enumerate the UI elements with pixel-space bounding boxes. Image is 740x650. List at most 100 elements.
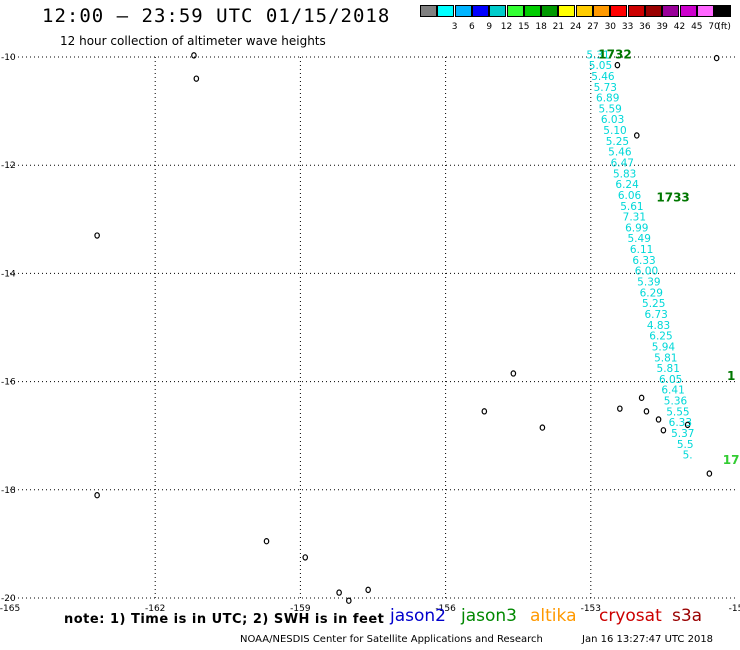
swh-value-label: 6.41	[661, 385, 684, 397]
legend-swatch	[558, 5, 576, 17]
x-tick-label: -156	[435, 604, 456, 614]
swh-value-label: 5.25	[642, 298, 665, 310]
swh-value-label: 6.89	[596, 93, 619, 105]
legend-label: 18	[535, 22, 547, 32]
swh-value-label: 5.49	[628, 233, 651, 245]
legend-label: 12	[500, 22, 513, 32]
swh-value-label: 5.73	[594, 82, 617, 94]
island-outline	[263, 537, 270, 545]
legend-label: 15	[518, 22, 530, 32]
legend-swatch	[575, 5, 593, 17]
legend-unit: (ft)	[717, 22, 731, 32]
island-outline	[706, 470, 713, 477]
generated-timestamp: Jan 16 13:27:47 UTC 2018	[582, 634, 714, 645]
legend-swatch	[610, 5, 628, 17]
satellite-name-jason3: jason3	[461, 606, 517, 626]
swh-value-label: 6.33	[669, 417, 692, 429]
legend-swatch	[420, 5, 437, 17]
swh-value-label: 5.94	[652, 341, 676, 353]
legend-swatch	[454, 5, 472, 17]
legend-label: 42	[673, 22, 686, 32]
y-tick-label: -16	[1, 378, 16, 388]
legend-label: 33	[621, 22, 634, 32]
color-scale-legend: 3 6 9 12 15 18 21 24 27 30 33 36 39 42 45 70 (ft)	[420, 3, 736, 37]
swh-value-label: 4.83	[647, 320, 670, 332]
legend-swatch	[471, 5, 489, 17]
satellite-name-cryosat: cryosat	[599, 606, 662, 626]
swh-value-label: 5.55	[666, 406, 689, 418]
swh-value-label: 6.33	[632, 255, 655, 267]
swh-value-label: 5.81	[654, 352, 677, 364]
island-outline	[510, 370, 517, 377]
island-outline	[638, 394, 645, 402]
y-tick-label: -14	[1, 269, 16, 279]
swh-value-label: 5.46	[608, 147, 632, 159]
island-outline	[614, 61, 621, 69]
pass-time-label: 17	[723, 453, 740, 467]
legend-label: 6	[469, 22, 475, 32]
y-tick-label: -18	[1, 486, 16, 496]
island-outline	[94, 232, 100, 239]
x-tick-label: -165	[0, 604, 20, 614]
satellite-name-altika: altika	[530, 606, 577, 626]
swh-value-label: 5.25	[606, 136, 629, 148]
island-outline	[643, 408, 650, 415]
island-outline	[633, 132, 640, 139]
satellite-name-jason2: jason2	[390, 606, 446, 626]
y-tick-label: -10	[1, 53, 16, 63]
island-outline	[481, 408, 488, 415]
swh-value-label: 5.83	[613, 168, 636, 180]
swh-value-label: 5.31	[586, 49, 609, 61]
swh-value-label: 5.61	[620, 201, 643, 213]
legend-swatch	[489, 5, 507, 17]
legend-label: 3	[451, 22, 458, 32]
pass-time-label: 1733	[656, 191, 689, 205]
swh-value-label: 6.47	[611, 157, 634, 169]
pass-time-label: 1	[727, 369, 735, 383]
footer-note: note: 1) Time is in UTC; 2) SWH is in fe…	[64, 612, 385, 627]
swh-value-label: 6.73	[644, 309, 667, 321]
island-outline	[193, 75, 200, 82]
legend-label: 30	[604, 22, 617, 32]
legend-label: 21	[552, 22, 565, 32]
island-outline	[617, 405, 623, 412]
island-outline	[345, 597, 352, 604]
island-outline	[660, 427, 667, 434]
island-outline	[302, 554, 309, 561]
island-outline	[365, 586, 371, 594]
swh-value-label: 5.5	[677, 439, 694, 451]
swh-value-label: 5.39	[637, 277, 660, 289]
swh-value-label: 5.37	[671, 428, 694, 440]
island-outline	[336, 589, 342, 596]
swh-value-label: 5.10	[603, 125, 626, 137]
legend-swatch	[714, 5, 732, 17]
island-outline	[684, 421, 691, 429]
island-outline	[655, 416, 662, 423]
swh-value-label: 6.06	[618, 190, 642, 202]
legend-label: 36	[639, 22, 651, 32]
legend-swatch	[679, 5, 697, 17]
swh-value-label: 6.03	[601, 114, 624, 126]
legend-label: 45	[691, 22, 703, 32]
legend-label: 70	[708, 22, 720, 32]
legend-swatch	[662, 5, 680, 17]
swh-value-label: 5.81	[657, 363, 680, 375]
legend-swatch	[696, 5, 714, 17]
pass-time-label: 1732	[598, 47, 631, 61]
legend-label: 9	[486, 22, 493, 32]
swh-value-label: 6.29	[640, 287, 663, 299]
island-outline	[539, 424, 546, 431]
swh-value-label: 5.05	[589, 60, 612, 72]
chart-title: 12:00 – 23:59 UTC 01/15/2018	[42, 5, 391, 27]
swh-value-label: 5.59	[598, 103, 621, 115]
swh-value-label: 6.99	[625, 222, 648, 234]
credit-line: NOAA/NESDIS Center for Satellite Applica…	[240, 634, 543, 645]
chart-subtitle: 12 hour collection of altimeter wave hei…	[60, 34, 326, 48]
x-tick-label: -153	[581, 604, 601, 614]
x-tick-label: -15	[729, 604, 740, 614]
swh-value-label: 5.46	[591, 71, 615, 83]
y-tick-label: -12	[1, 161, 16, 171]
satellite-name-s3a: s3a	[672, 606, 703, 626]
swh-value-label: 6.24	[615, 179, 639, 191]
